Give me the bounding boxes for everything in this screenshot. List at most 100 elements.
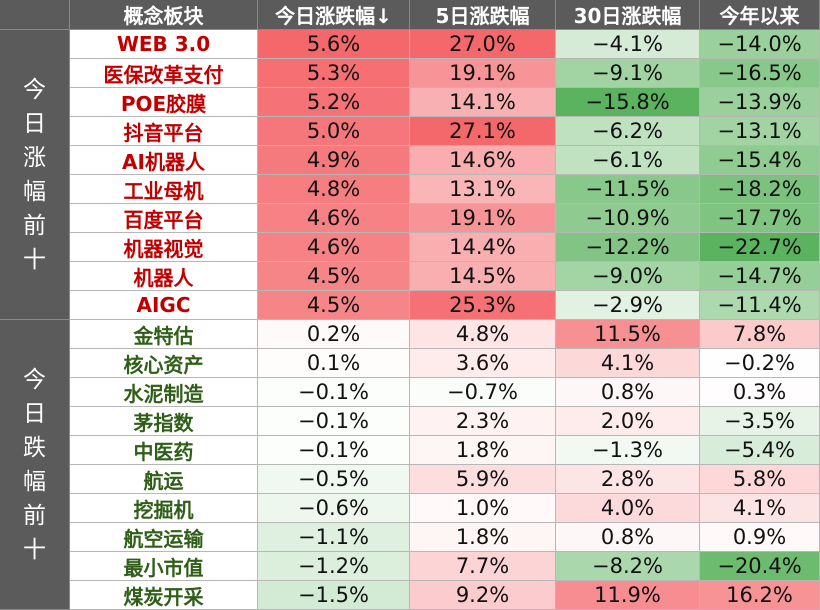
sector-name: 金特估: [70, 320, 258, 349]
sector-name: 航空运输: [70, 523, 258, 552]
value-cell: −17.7%: [700, 204, 820, 233]
value-cell: −9.1%: [556, 59, 700, 88]
sector-name: 航运: [70, 465, 258, 494]
value-cell: 5.2%: [258, 88, 410, 117]
value-cell: 11.9%: [556, 581, 700, 610]
value-cell: 0.3%: [700, 378, 820, 407]
value-cell: 19.1%: [410, 204, 556, 233]
sector-name: 工业母机: [70, 175, 258, 204]
column-header: 今日涨跌幅↓: [258, 0, 410, 30]
value-cell: 5.9%: [410, 465, 556, 494]
value-cell: 4.0%: [556, 494, 700, 523]
value-cell: −5.4%: [700, 436, 820, 465]
column-header: 30日涨跌幅: [556, 0, 700, 30]
value-cell: 0.8%: [556, 378, 700, 407]
value-cell: 13.1%: [410, 175, 556, 204]
value-cell: 1.8%: [410, 436, 556, 465]
value-cell: 14.4%: [410, 233, 556, 262]
value-cell: 2.3%: [410, 407, 556, 436]
value-cell: −9.0%: [556, 262, 700, 291]
value-cell: 27.1%: [410, 117, 556, 146]
value-cell: 5.3%: [258, 59, 410, 88]
value-cell: 4.1%: [700, 494, 820, 523]
value-cell: 5.0%: [258, 117, 410, 146]
value-cell: −4.1%: [556, 30, 700, 59]
value-cell: 14.5%: [410, 262, 556, 291]
value-cell: −0.1%: [258, 378, 410, 407]
value-cell: 14.1%: [410, 88, 556, 117]
value-cell: 27.0%: [410, 30, 556, 59]
value-cell: −2.9%: [556, 291, 700, 320]
column-header: 5日涨跌幅: [410, 0, 556, 30]
sector-name: 机器人: [70, 262, 258, 291]
value-cell: −11.5%: [556, 175, 700, 204]
column-header: 今年以来: [700, 0, 820, 30]
value-cell: 25.3%: [410, 291, 556, 320]
value-cell: 11.5%: [556, 320, 700, 349]
sector-name: 核心资产: [70, 349, 258, 378]
sector-name: AI机器人: [70, 146, 258, 175]
value-cell: 4.8%: [258, 175, 410, 204]
value-cell: −1.1%: [258, 523, 410, 552]
value-cell: 2.0%: [556, 407, 700, 436]
value-cell: 4.5%: [258, 291, 410, 320]
value-cell: 5.6%: [258, 30, 410, 59]
sector-name: 机器视觉: [70, 233, 258, 262]
value-cell: 4.9%: [258, 146, 410, 175]
value-cell: 4.5%: [258, 262, 410, 291]
value-cell: −0.6%: [258, 494, 410, 523]
value-cell: −0.5%: [258, 465, 410, 494]
value-cell: −8.2%: [556, 552, 700, 581]
value-cell: −15.4%: [700, 146, 820, 175]
value-cell: −16.5%: [700, 59, 820, 88]
value-cell: −22.7%: [700, 233, 820, 262]
value-cell: −13.9%: [700, 88, 820, 117]
value-cell: 4.8%: [410, 320, 556, 349]
value-cell: 3.6%: [410, 349, 556, 378]
value-cell: −15.8%: [556, 88, 700, 117]
sector-name: 最小市值: [70, 552, 258, 581]
sector-name: 挖掘机: [70, 494, 258, 523]
value-cell: −10.9%: [556, 204, 700, 233]
sector-name: 茅指数: [70, 407, 258, 436]
value-cell: 5.8%: [700, 465, 820, 494]
sector-name: POE胶膜: [70, 88, 258, 117]
value-cell: −1.5%: [258, 581, 410, 610]
value-cell: −0.1%: [258, 407, 410, 436]
value-cell: 0.2%: [258, 320, 410, 349]
value-cell: −12.2%: [556, 233, 700, 262]
sector-name: WEB 3.0: [70, 30, 258, 59]
value-cell: −1.3%: [556, 436, 700, 465]
header-corner: [0, 0, 70, 30]
value-cell: −6.1%: [556, 146, 700, 175]
value-cell: −0.1%: [258, 436, 410, 465]
value-cell: −20.4%: [700, 552, 820, 581]
value-cell: 4.6%: [258, 204, 410, 233]
value-cell: 0.1%: [258, 349, 410, 378]
value-cell: 19.1%: [410, 59, 556, 88]
value-cell: 16.2%: [700, 581, 820, 610]
value-cell: 2.8%: [556, 465, 700, 494]
value-cell: 7.8%: [700, 320, 820, 349]
group-label: 今日跌幅前十: [0, 320, 70, 610]
value-cell: −18.2%: [700, 175, 820, 204]
value-cell: 7.7%: [410, 552, 556, 581]
value-cell: −1.2%: [258, 552, 410, 581]
value-cell: 14.6%: [410, 146, 556, 175]
value-cell: 4.6%: [258, 233, 410, 262]
sector-name: 医保改革支付: [70, 59, 258, 88]
value-cell: −11.4%: [700, 291, 820, 320]
column-header: 概念板块: [70, 0, 258, 30]
value-cell: 0.8%: [556, 523, 700, 552]
value-cell: −14.0%: [700, 30, 820, 59]
sector-name: AIGC: [70, 291, 258, 320]
sector-name: 煤炭开采: [70, 581, 258, 610]
value-cell: 0.9%: [700, 523, 820, 552]
value-cell: −6.2%: [556, 117, 700, 146]
sector-name: 水泥制造: [70, 378, 258, 407]
value-cell: 1.0%: [410, 494, 556, 523]
group-label: 今日涨幅前十: [0, 30, 70, 320]
value-cell: 9.2%: [410, 581, 556, 610]
value-cell: −14.7%: [700, 262, 820, 291]
